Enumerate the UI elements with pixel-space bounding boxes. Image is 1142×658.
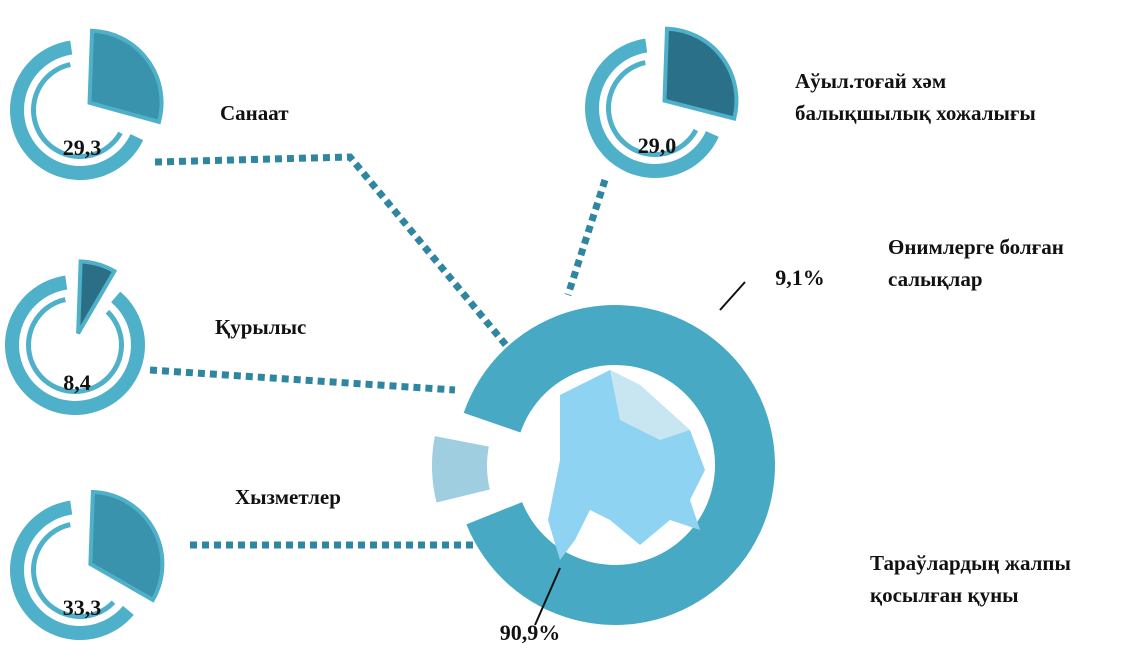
ring-inner [31,522,116,619]
value-label: 9,1% [775,265,825,290]
connector [564,178,609,297]
category-label: Қурылыс [215,315,307,339]
leader-line [534,567,561,626]
category-label: Тараўлардың жалпы қосылған қуны [870,551,1071,607]
ring [10,500,134,641]
donut-slice [463,305,775,626]
leader-line [719,281,746,311]
map-region [610,370,690,440]
donut-slice [432,436,490,503]
pie-slice [662,26,739,121]
pie-slice [88,489,165,603]
value-label: 33,3 [63,595,102,620]
pie-slice [87,28,164,125]
value-label: 29,3 [63,135,102,160]
pie-slice [76,259,118,335]
category-label: Хызметлер [235,485,341,509]
category-label: Өнимлерге болған салықлар [888,235,1064,291]
connector [149,366,456,394]
connectors [149,153,609,549]
value-label: 8,4 [63,370,91,395]
category-label: Аўыл.тоғай хәм балықшылық хожалығы [795,69,1036,125]
value-label: 90,9% [500,620,561,645]
category-label: Санаат [220,101,289,125]
connector [154,153,513,353]
value-label: 29,0 [638,133,677,158]
